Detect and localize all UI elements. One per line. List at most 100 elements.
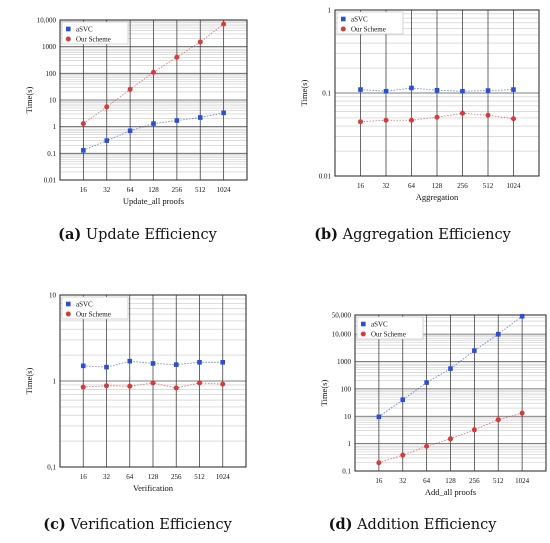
chart-c-x-tick-label: 256 <box>171 473 182 481</box>
chart-b-legend: aSVC Our Scheme <box>336 11 404 35</box>
chart-b-data-point <box>434 114 440 120</box>
chart-d-data-point <box>472 348 477 353</box>
chart-d-caption-text: Addition Efficiency <box>357 517 497 533</box>
chart-a-data-point <box>221 21 227 27</box>
chart-a-legend-label: aSVC <box>76 26 93 34</box>
chart-b-y-tick-label: 0.1 <box>322 90 331 98</box>
chart-c-legend-marker <box>66 301 71 307</box>
chart-a-legend-marker <box>66 26 71 32</box>
chart-d-data-point <box>519 410 525 416</box>
chart-b-y-tick-label: 1 <box>328 7 332 15</box>
chart-a-x-tick-label: 512 <box>195 186 206 194</box>
chart-a-legend-label: Our Scheme <box>76 36 111 44</box>
chart-c-data-point <box>80 384 86 390</box>
chart-a-vertical-grid <box>82 20 225 180</box>
chart-a-y-tick-label: 0.01 <box>44 177 57 185</box>
chart-d-x-axis-label: Add_all proofs <box>425 487 476 497</box>
chart-a-y-tick-label: 100 <box>46 70 57 78</box>
chart-d-series-our-scheme <box>376 410 525 466</box>
chart-d-x-tick-label: 256 <box>469 477 480 485</box>
chart-a-x-tick-label: 32 <box>103 186 111 194</box>
chart-c-data-point <box>197 359 202 365</box>
chart-a-series-asvc <box>81 110 226 153</box>
chart-d-svg: 0.1 1 10 100 1000 10,000 50,000 16 32 64 128 256 512… <box>319 312 547 497</box>
chart-b-data-point <box>358 87 363 92</box>
chart-a-y-tick-label: 10,000 <box>37 17 57 25</box>
chart-c-x-tick-label: 512 <box>194 473 205 481</box>
chart-b-data-point <box>383 88 389 94</box>
chart-b-x-tick-label: 64 <box>408 182 416 190</box>
chart-a-caption-text: Update Efficiency <box>85 227 217 243</box>
chart-b-data-point <box>434 87 440 93</box>
chart-c-data-point <box>220 381 226 387</box>
chart-c-data-point <box>150 361 156 366</box>
chart-c-y-tick-label: 0,1 <box>47 464 56 472</box>
chart-c-legend: aSVC Our Scheme <box>61 296 129 320</box>
chart-a-y-axis-label: Time(s) <box>24 87 34 114</box>
chart-a-data-point <box>151 121 156 126</box>
chart-c-legend-label: aSVC <box>76 301 93 309</box>
chart-b-x-tick-label: 32 <box>383 182 391 190</box>
chart-b-data-point <box>409 117 414 123</box>
chart-a-x-tick-label: 64 <box>127 186 135 194</box>
chart-b-x-tick-label: 128 <box>432 182 443 190</box>
chart-c-legend-box <box>61 296 129 320</box>
chart-d-y-tick-label: 10 <box>344 413 352 421</box>
chart-a-caption: (a) Update Efficiency <box>0 226 275 243</box>
chart-d-data-point <box>448 366 453 371</box>
chart-a-y-tick-label: 0.1 <box>47 150 56 158</box>
chart-c-series-our-scheme <box>80 380 226 391</box>
chart-a-x-tick-label: 256 <box>172 186 183 194</box>
chart-panel-b: 0.01 0.1 1 16 32 64 128 256 512 1024 Aggregation Ti… <box>275 0 550 250</box>
chart-d-y-tick-label: 0.1 <box>342 468 351 476</box>
chart-d-y-tick-label: 10,000 <box>332 331 352 339</box>
chart-b-data-point <box>460 110 465 116</box>
chart-d-series-asvc <box>376 313 525 420</box>
chart-c-x-axis-label: Verification <box>133 483 174 493</box>
chart-a-data-point <box>104 138 110 143</box>
chart-a-x-tick-label: 1024 <box>217 186 232 194</box>
chart-d-x-tick-label: 128 <box>445 477 456 485</box>
chart-a-data-point <box>174 54 180 60</box>
chart-b-legend-box <box>336 11 404 35</box>
chart-a-data-point <box>221 110 226 116</box>
chart-b-data-point <box>485 112 491 118</box>
chart-a-legend-box <box>61 21 129 45</box>
chart-c-legend-label: Our Scheme <box>76 311 111 319</box>
chart-d-legend: aSVC Our Scheme <box>356 316 424 340</box>
chart-d-data-point <box>519 313 525 319</box>
chart-b-x-tick-label: 16 <box>357 182 365 190</box>
chart-d-y-tick-label: 100 <box>341 385 352 393</box>
chart-a-data-point <box>127 128 133 134</box>
chart-d-data-point <box>495 331 501 337</box>
chart-d-data-point <box>448 436 453 442</box>
chart-c-data-point <box>173 385 179 391</box>
chart-b-data-point <box>409 85 414 91</box>
chart-a-y-tick-label: 1 <box>53 123 57 131</box>
chart-d-data-point <box>424 380 429 385</box>
chart-a-x-axis-label: Update_all proofs <box>123 196 184 206</box>
chart-b-legend-label: aSVC <box>351 16 368 24</box>
chart-d-caption: (d) Addition Efficiency <box>275 516 550 533</box>
chart-a-legend-marker <box>65 36 71 42</box>
chart-d-legend-label: Our Scheme <box>371 331 406 339</box>
chart-a-data-point <box>81 147 86 153</box>
chart-b-x-tick-label: 256 <box>457 182 468 190</box>
chart-c-data-point <box>127 383 133 389</box>
chart-a-plot-frame <box>59 19 248 181</box>
chart-c-y-tick-label: 1 <box>53 378 57 386</box>
chart-c-data-point <box>197 380 202 386</box>
chart-d-x-tick-label: 512 <box>493 477 504 485</box>
chart-b-legend-label: Our Scheme <box>351 26 386 34</box>
chart-a-y-tick-label: 1000 <box>42 43 57 51</box>
chart-c-caption-text: Verification Efficiency <box>70 517 232 533</box>
chart-b-data-point <box>511 116 516 122</box>
chart-b-data-point <box>358 119 363 125</box>
chart-c-data-point <box>150 380 156 386</box>
chart-b-x-tick-label: 1024 <box>507 182 522 190</box>
chart-c-data-point <box>220 359 226 365</box>
chart-b-data-point <box>511 87 516 92</box>
chart-c-data-point <box>80 363 86 369</box>
chart-d-data-point <box>471 427 477 433</box>
chart-a-data-point <box>104 104 110 110</box>
